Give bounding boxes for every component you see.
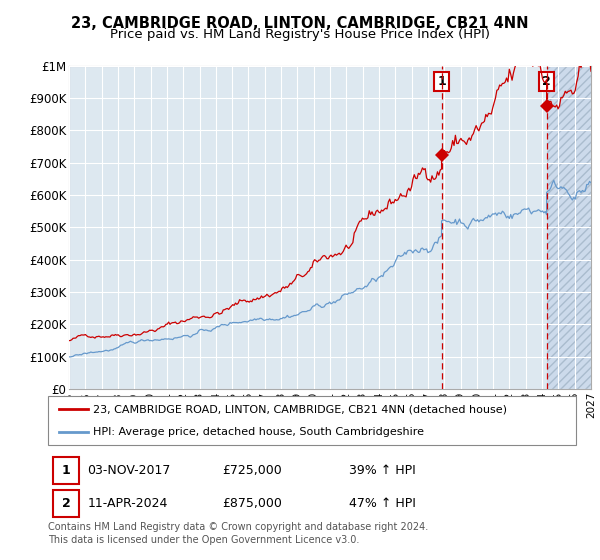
Text: HPI: Average price, detached house, South Cambridgeshire: HPI: Average price, detached house, Sout… [93, 427, 424, 437]
Bar [547, 66, 591, 389]
Text: 2: 2 [542, 75, 551, 88]
Text: 1: 1 [437, 75, 446, 88]
Bar [53, 457, 79, 484]
Text: 1: 1 [62, 464, 70, 477]
Text: 03-NOV-2017: 03-NOV-2017 [88, 464, 171, 477]
Bar [547, 66, 591, 389]
Text: Price paid vs. HM Land Registry's House Price Index (HPI): Price paid vs. HM Land Registry's House … [110, 28, 490, 41]
Bar [53, 490, 79, 517]
Text: 23, CAMBRIDGE ROAD, LINTON, CAMBRIDGE, CB21 4NN (detached house): 23, CAMBRIDGE ROAD, LINTON, CAMBRIDGE, C… [93, 404, 507, 414]
Text: £725,000: £725,000 [222, 464, 282, 477]
Text: £875,000: £875,000 [222, 497, 282, 510]
Text: 2: 2 [62, 497, 70, 510]
Text: 39% ↑ HPI: 39% ↑ HPI [349, 464, 416, 477]
Text: Contains HM Land Registry data © Crown copyright and database right 2024.
This d: Contains HM Land Registry data © Crown c… [48, 522, 428, 545]
Text: 47% ↑ HPI: 47% ↑ HPI [349, 497, 416, 510]
Text: 23, CAMBRIDGE ROAD, LINTON, CAMBRIDGE, CB21 4NN: 23, CAMBRIDGE ROAD, LINTON, CAMBRIDGE, C… [71, 16, 529, 31]
Text: 11-APR-2024: 11-APR-2024 [88, 497, 168, 510]
